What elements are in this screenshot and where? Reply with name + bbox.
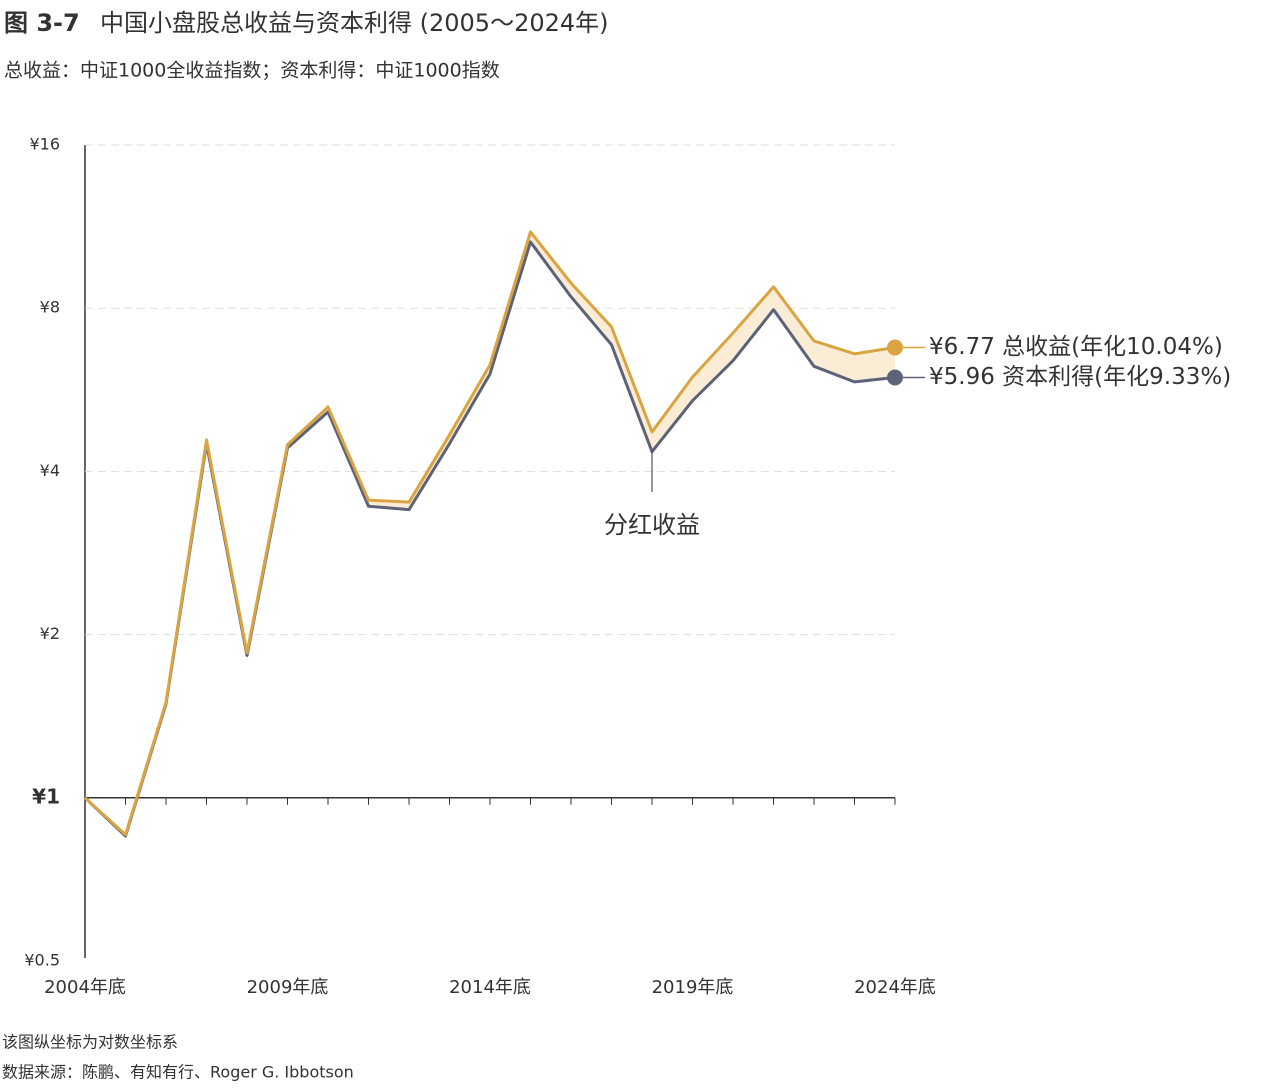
end-label: ¥6.77 总收益(年化10.04%)	[929, 334, 1223, 360]
x-tick-label: 2014年底	[449, 977, 531, 998]
gap-area	[85, 231, 895, 837]
y-tick-label: ¥8	[40, 298, 60, 317]
y-tick-label: ¥16	[29, 135, 60, 154]
figure-label: 图 3-7	[4, 9, 80, 37]
note: 该图纵坐标为对数坐标系	[2, 1033, 178, 1052]
end-dot	[887, 369, 903, 386]
y-tick-label: ¥0.5	[24, 951, 60, 970]
x-tick-label: 2004年底	[44, 977, 126, 998]
series-line	[83, 240, 896, 838]
end-label: ¥5.96 资本利得(年化9.33%)	[929, 364, 1231, 390]
series-line	[83, 230, 896, 837]
chart-subtitle: 总收益：中证1000全收益指数；资本利得：中证1000指数	[4, 60, 500, 82]
x-tick-label: 2024年底	[854, 977, 936, 998]
annotation: 分红收益	[604, 511, 700, 539]
y-tick-label: ¥1	[32, 784, 60, 808]
y-tick-label: ¥2	[40, 624, 60, 643]
y-tick-label: ¥4	[40, 461, 60, 480]
source: 数据来源：陈鹏、有知有行、Roger G. Ibbotson	[2, 1063, 354, 1082]
x-tick-label: 2019年底	[652, 977, 734, 998]
x-tick-label: 2009年底	[247, 977, 329, 998]
end-dot	[887, 339, 903, 356]
chart-title: 中国小盘股总收益与资本利得 (2005～2024年)	[100, 9, 609, 37]
